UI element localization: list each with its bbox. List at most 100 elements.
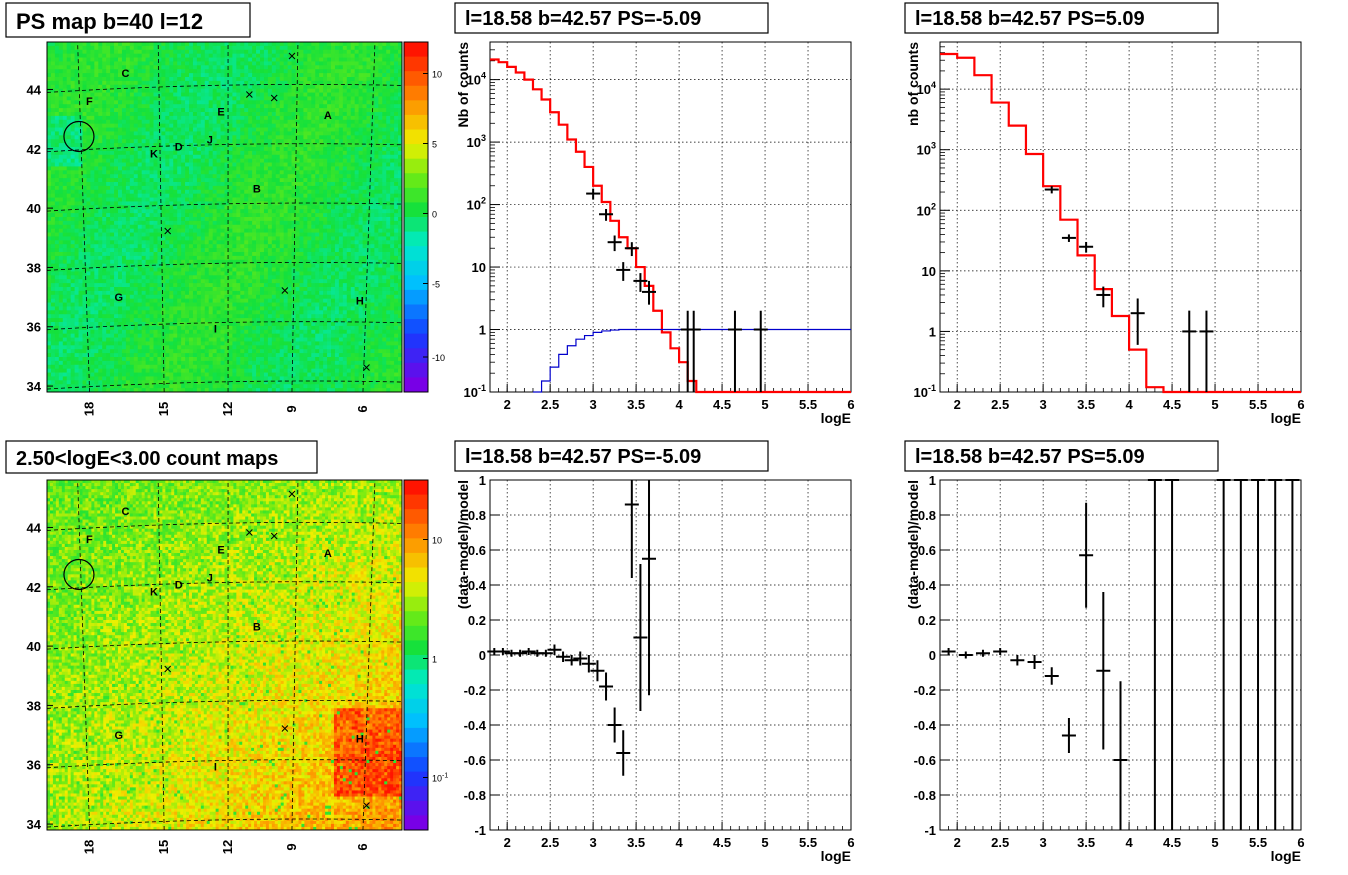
heatmap-cell xyxy=(232,80,237,86)
heatmap-cell xyxy=(121,197,127,202)
heatmap-cell xyxy=(240,45,245,51)
heatmap-cell xyxy=(125,150,131,156)
heatmap-cell xyxy=(240,189,245,195)
heatmap-cell xyxy=(350,84,356,90)
heatmap-cell xyxy=(338,213,344,218)
heatmap-cell xyxy=(98,84,103,90)
heatmap-cell xyxy=(121,150,127,156)
heatmap-cell xyxy=(90,77,95,82)
heatmap-cell xyxy=(350,139,356,144)
heatmap-cell xyxy=(125,205,131,210)
heatmap-cell xyxy=(236,61,241,66)
heatmap-cell xyxy=(283,45,289,51)
heatmap-cell xyxy=(196,236,202,241)
heatmap-cell xyxy=(374,92,379,97)
heatmap-cell xyxy=(173,232,178,237)
heatmap-cell xyxy=(224,174,229,179)
heatmap-cell xyxy=(185,178,190,183)
heatmap-cell xyxy=(271,127,277,132)
heatmap-cell xyxy=(327,112,332,117)
heatmap-cell xyxy=(232,232,237,237)
heatmap-cell xyxy=(228,69,233,74)
heatmap-cell xyxy=(283,248,289,253)
heatmap-cell xyxy=(263,100,269,105)
heatmap-cell xyxy=(299,112,304,117)
heatmap-cell xyxy=(173,84,178,90)
heatmap-cell xyxy=(338,108,344,113)
heatmap-cell xyxy=(216,73,221,78)
heatmap-cell xyxy=(252,88,257,93)
heatmap-cell xyxy=(50,115,56,121)
heatmap-cell xyxy=(47,45,52,51)
heatmap-cell xyxy=(331,170,336,175)
heatmap-cell xyxy=(267,158,273,163)
heatmap-cell xyxy=(338,131,344,136)
heatmap-cell xyxy=(256,162,261,167)
heatmap-cell xyxy=(228,96,233,101)
heatmap-cell xyxy=(287,131,292,136)
heatmap-cell xyxy=(287,154,292,160)
heatmap-cell xyxy=(323,185,328,191)
heatmap-cell xyxy=(331,42,336,47)
heatmap-cell xyxy=(224,84,229,90)
heatmap-cell xyxy=(141,185,147,191)
heatmap-cell xyxy=(102,80,107,86)
heatmap-cell xyxy=(165,255,170,261)
heatmap-cell xyxy=(74,45,79,51)
heatmap-cell xyxy=(224,135,229,140)
heatmap-cell xyxy=(374,73,379,78)
heatmap-cell xyxy=(114,255,119,261)
heatmap-cell xyxy=(102,185,107,191)
heatmap-cell xyxy=(90,162,95,167)
heatmap-cell xyxy=(169,45,174,51)
heatmap-cell xyxy=(362,185,367,191)
heatmap-cell xyxy=(70,185,76,191)
heatmap-cell xyxy=(110,228,115,233)
heatmap-cell xyxy=(70,96,76,101)
heatmap-cell xyxy=(267,104,273,109)
heatmap-cell xyxy=(362,170,367,175)
heatmap-cell xyxy=(177,201,182,206)
heatmap-cell xyxy=(204,61,210,66)
heatmap-cell xyxy=(295,100,300,105)
heatmap-cell xyxy=(161,127,166,132)
heatmap-cell xyxy=(295,77,300,82)
heatmap-cell xyxy=(82,236,87,241)
heatmap-cell xyxy=(62,244,68,249)
heatmap-cell xyxy=(271,213,277,218)
heatmap-cell xyxy=(394,224,399,230)
heatmap-cell xyxy=(350,182,356,187)
heatmap-cell xyxy=(248,112,253,117)
heatmap-cell xyxy=(47,232,52,237)
heatmap-cell xyxy=(279,45,285,51)
heatmap-cell xyxy=(228,73,233,78)
heatmap-cell xyxy=(358,162,363,167)
heatmap-cell xyxy=(102,162,107,167)
heatmap-cell xyxy=(106,185,111,191)
heatmap-cell xyxy=(173,162,178,167)
heatmap-cell xyxy=(260,158,265,163)
heatmap-cell xyxy=(362,244,367,249)
heatmap-cell xyxy=(366,150,371,156)
heatmap-cell xyxy=(204,255,210,261)
heatmap-cell xyxy=(133,115,139,121)
heatmap-cell xyxy=(98,49,103,55)
heatmap-cell xyxy=(98,185,103,191)
heatmap-cell xyxy=(303,104,308,109)
heatmap-cell xyxy=(82,45,87,51)
heatmap-cell xyxy=(362,197,367,202)
heatmap-cell xyxy=(177,139,182,144)
heatmap-cell xyxy=(173,45,178,51)
heatmap-cell xyxy=(196,96,202,101)
heatmap-cell xyxy=(169,150,174,156)
heatmap-cell xyxy=(149,69,154,74)
heatmap-cell xyxy=(256,174,261,179)
heatmap-cell xyxy=(299,150,304,156)
heatmap-cell xyxy=(153,147,158,152)
heatmap-cell xyxy=(66,61,72,66)
heatmap-cell xyxy=(173,189,178,195)
heatmap-cell xyxy=(70,205,76,210)
heatmap-cell xyxy=(252,100,257,105)
heatmap-cell xyxy=(287,77,292,82)
heatmap-cell xyxy=(260,73,265,78)
